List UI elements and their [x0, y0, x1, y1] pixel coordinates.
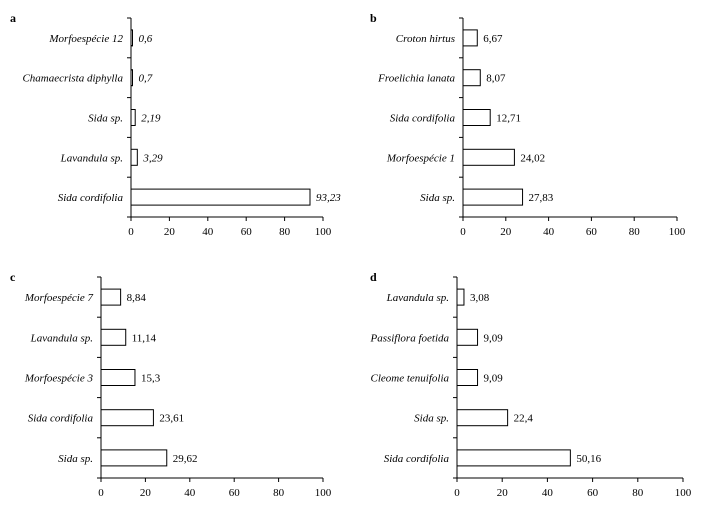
value-label: 23,61 [159, 413, 184, 425]
chart-panel-d: d 0 20 40 60 80 100 Lavandula sp. 3,08 Passiflora… [369, 270, 691, 499]
x-tick-label: 60 [229, 487, 241, 499]
chart-panel-c: c 0 20 40 60 80 100 Morfoespécie 7 8,84 Lavandula… [10, 270, 332, 499]
bar [130, 29, 133, 47]
bar [462, 29, 478, 47]
category-label: Morfoespécie 1 [386, 152, 455, 164]
category-label: Sida cordifolia [384, 453, 450, 465]
bar [100, 369, 136, 386]
category-label: Chamaecrista diphylla [22, 73, 123, 85]
category-label: Morfoespécie 12 [48, 33, 123, 45]
category-label: Sida sp. [420, 192, 455, 204]
bar [462, 109, 491, 126]
bar [462, 188, 524, 206]
bar [456, 328, 479, 346]
value-label: 2,19 [141, 113, 161, 125]
category-label: Lavandula sp. [30, 332, 93, 344]
x-tick-label: 40 [543, 226, 555, 238]
category-label: Passiflora foetida [369, 332, 449, 344]
x-tick-label: 20 [164, 226, 176, 238]
bar [130, 188, 311, 206]
x-tick-label: 0 [128, 226, 134, 238]
value-label: 15,3 [141, 373, 161, 385]
x-tick-label: 20 [140, 487, 152, 499]
category-label: Croton hirtus [396, 33, 455, 45]
category-label: Sida sp. [414, 413, 449, 425]
x-tick-label: 60 [586, 226, 598, 238]
category-label: Cleome tenuifolia [370, 373, 449, 385]
x-tick-label: 100 [669, 226, 686, 238]
x-tick-label: 0 [454, 487, 460, 499]
bar [100, 449, 168, 467]
value-label: 3,08 [470, 292, 490, 304]
value-label: 8,84 [127, 292, 147, 304]
x-tick-label: 20 [497, 487, 509, 499]
panel-letter: c [10, 270, 16, 284]
chart-panel-b: b 0 20 40 60 80 100 Croton hirtus 6,67 Froelichia… [370, 11, 686, 238]
value-label: 24,02 [520, 152, 545, 164]
x-tick-label: 80 [629, 226, 641, 238]
bar [456, 409, 509, 427]
value-label: 93,23 [316, 192, 341, 204]
category-label: Sida cordifolia [28, 413, 94, 425]
panel-letter: a [10, 11, 16, 25]
value-label: 50,16 [576, 453, 601, 465]
bar [456, 449, 571, 467]
bar [100, 288, 122, 306]
panel-letter: b [370, 11, 377, 25]
category-label: Lavandula sp. [386, 292, 449, 304]
value-label: 22,4 [514, 413, 534, 425]
x-tick-label: 0 [460, 226, 466, 238]
value-label: 27,83 [529, 192, 554, 204]
bar [130, 109, 136, 126]
bar [456, 369, 479, 386]
value-label: 3,29 [142, 152, 163, 164]
value-label: 9,09 [484, 332, 504, 344]
value-label: 0,7 [139, 73, 153, 85]
chart-panel-a: a 0 20 40 60 80 100 Morfoespécie 12 0,6 Chamaecri… [10, 11, 341, 238]
x-tick-label: 40 [202, 226, 214, 238]
value-label: 6,67 [483, 33, 503, 45]
category-label: Sida sp. [88, 113, 123, 125]
x-tick-label: 100 [675, 487, 692, 499]
value-label: 12,71 [496, 113, 521, 125]
bar [100, 409, 154, 427]
x-tick-label: 0 [98, 487, 104, 499]
x-tick-label: 100 [315, 487, 332, 499]
category-label: Sida cordifolia [58, 192, 124, 204]
x-tick-label: 80 [273, 487, 285, 499]
value-label: 11,14 [132, 332, 157, 344]
category-label: Sida sp. [58, 453, 93, 465]
x-tick-label: 20 [500, 226, 512, 238]
panel-letter: d [370, 270, 377, 284]
x-tick-label: 40 [184, 487, 196, 499]
category-label: Morfoespécie 3 [24, 373, 94, 385]
bar [456, 288, 465, 306]
bar [462, 69, 481, 87]
category-label: Froelichia lanata [377, 73, 455, 85]
x-tick-label: 100 [315, 226, 332, 238]
bar [462, 148, 515, 166]
value-label: 29,62 [173, 453, 198, 465]
x-tick-label: 80 [279, 226, 291, 238]
bar [130, 69, 133, 87]
x-tick-label: 80 [632, 487, 644, 499]
category-label: Sida cordifolia [390, 113, 456, 125]
value-label: 9,09 [484, 373, 504, 385]
bar [100, 328, 127, 346]
x-tick-label: 60 [587, 487, 599, 499]
category-label: Morfoespécie 7 [24, 292, 94, 304]
bar [130, 148, 138, 166]
value-label: 0,6 [139, 33, 153, 45]
category-label: Lavandula sp. [60, 152, 123, 164]
x-tick-label: 40 [542, 487, 554, 499]
value-label: 8,07 [486, 73, 506, 85]
x-tick-label: 60 [241, 226, 253, 238]
